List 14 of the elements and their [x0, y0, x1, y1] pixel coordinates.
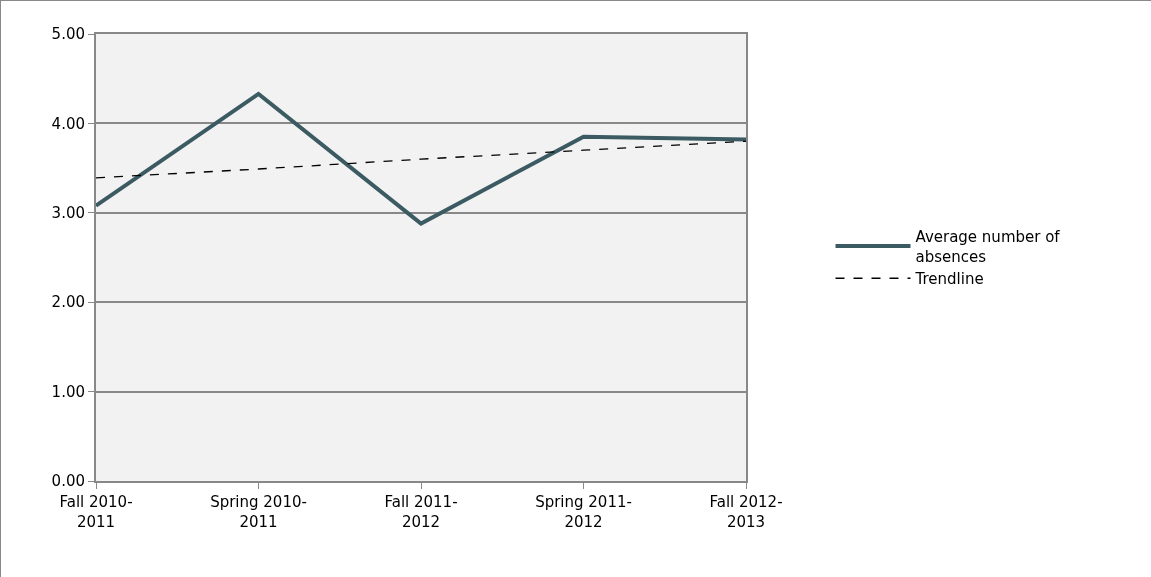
y-tick-label: 4.00 [51, 114, 85, 133]
y-tick-label: 1.00 [51, 382, 85, 401]
x-tick-label: Fall 2010-2011 [59, 493, 133, 531]
line-series [96, 140, 746, 179]
x-tick-label: Fall 2012-2013 [709, 493, 783, 531]
y-tick-label: 0.00 [51, 472, 85, 491]
y-tick-label: 5.00 [51, 25, 85, 44]
x-tick-label: Spring 2011-2012 [535, 493, 632, 531]
y-tick-label: 3.00 [51, 204, 85, 223]
x-tick-label: Fall 2011-2012 [384, 493, 458, 531]
y-tick-label: 2.00 [51, 293, 85, 312]
legend-label: Average number of absences [915, 228, 1061, 266]
x-tick-label: Spring 2010-2011 [210, 493, 307, 531]
legend-label: Trendline [914, 270, 984, 289]
